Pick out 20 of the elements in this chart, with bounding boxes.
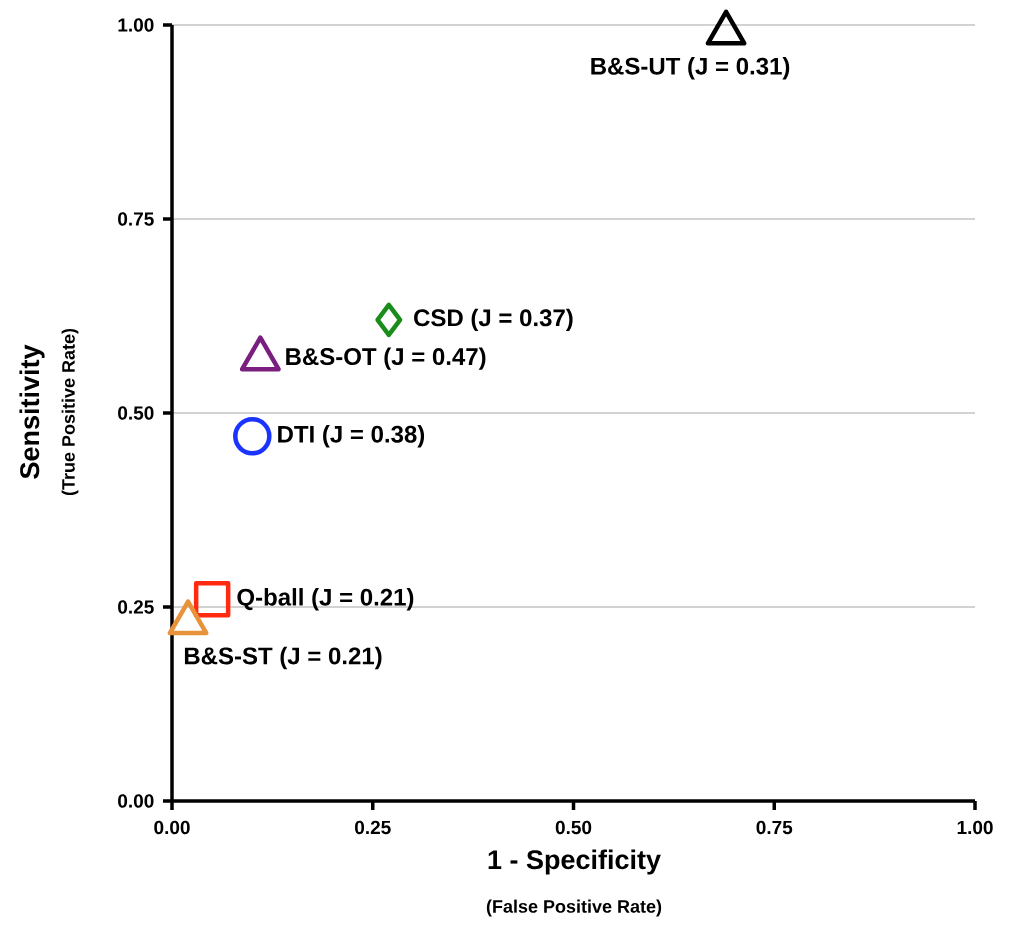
text: (True Positive Rate) bbox=[61, 328, 79, 496]
y-axis-title: Sensitivity bbox=[19, 344, 45, 479]
series-label: B&S-ST (J = 0.21) bbox=[184, 646, 382, 670]
x-tick-label: 0.50 bbox=[555, 820, 592, 835]
series-label: Q-ball (J = 0.21) bbox=[237, 588, 414, 611]
y-tick-label: 0.75 bbox=[118, 212, 154, 226]
y-tick-label: 1.00 bbox=[118, 18, 154, 32]
x-tick-label: 0.25 bbox=[355, 820, 391, 835]
series-label: B&S-UT (J = 0.31) bbox=[591, 57, 790, 80]
series-label: B&S-OT (J = 0.47) bbox=[286, 347, 486, 370]
y-tick-label: 0.00 bbox=[118, 794, 154, 808]
x-tick-label: 1.00 bbox=[957, 820, 993, 835]
x-tick-label: 0.75 bbox=[756, 820, 793, 835]
x-axis-title: 1 - Specificity bbox=[488, 849, 661, 875]
text: (False Positive Rate) bbox=[486, 899, 662, 917]
x-tick-label: 0.00 bbox=[154, 820, 190, 835]
legend-label: DTI (J = 0.38) bbox=[278, 425, 425, 448]
series-label: CSD (J = 0.37) bbox=[414, 308, 573, 332]
y-tick-label: 0.25 bbox=[118, 600, 154, 614]
y-tick-label: 0.50 bbox=[118, 406, 154, 420]
